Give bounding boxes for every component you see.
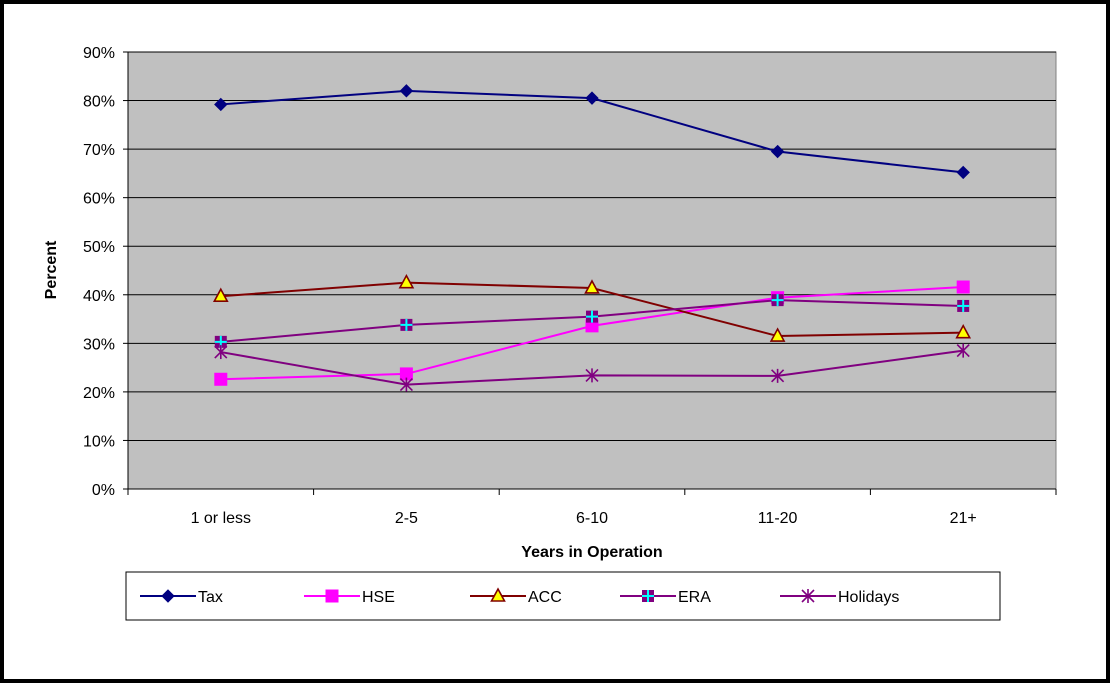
data-point — [399, 84, 414, 98]
series-era — [214, 294, 970, 348]
series-layer — [212, 84, 972, 392]
x-tick-label: 11-20 — [758, 510, 798, 527]
y-tick-label: 30% — [83, 336, 115, 353]
legend-label: Holidays — [838, 589, 899, 606]
x-axis-title: Years in Operation — [521, 544, 662, 561]
data-point — [490, 587, 506, 602]
y-tick-label: 80% — [83, 94, 115, 111]
data-point — [586, 310, 598, 323]
data-point — [325, 589, 339, 603]
series-tax — [214, 84, 970, 180]
data-point — [801, 589, 815, 603]
data-point — [957, 299, 970, 312]
x-tick-label: 1 or less — [191, 510, 251, 527]
y-tick-label: 20% — [83, 385, 115, 402]
axes: 0% 10% 20% 30% 40% 50% 60% 70% 80% 90% 1 or less 2-… — [83, 45, 1057, 527]
legend-label: HSE — [362, 589, 395, 606]
data-point — [771, 294, 784, 307]
series-acc — [212, 273, 972, 342]
data-point — [585, 368, 599, 383]
data-point — [955, 323, 972, 339]
data-point — [214, 97, 228, 112]
legend-item-era: ERA — [620, 589, 711, 606]
data-point — [399, 377, 413, 392]
data-point — [398, 273, 415, 289]
data-point — [212, 287, 229, 303]
x-tick-label: 6-10 — [576, 510, 608, 527]
data-point — [769, 327, 786, 342]
y-tick-label: 70% — [83, 142, 115, 159]
data-point — [771, 368, 785, 383]
legend-box — [125, 571, 1001, 621]
x-tick-label: 2-5 — [395, 510, 418, 527]
legend-label: ERA — [678, 589, 711, 606]
y-axis-title: Percent — [43, 240, 60, 299]
data-point — [584, 279, 600, 294]
data-point — [956, 343, 970, 358]
legend-item-acc: ACC — [470, 587, 562, 606]
y-tick-label: 60% — [83, 191, 115, 208]
legend-label: ACC — [528, 589, 562, 606]
y-tick-label: 90% — [83, 45, 115, 62]
data-point — [214, 345, 228, 360]
data-point — [400, 318, 413, 331]
series-holidays — [214, 343, 970, 392]
y-tick-label: 0% — [92, 482, 115, 499]
y-tick-label: 40% — [83, 288, 115, 305]
data-point — [585, 91, 599, 105]
legend: Tax HSE ACC ERA Holidays — [125, 571, 1001, 621]
y-tick-label: 10% — [83, 433, 115, 450]
data-point — [770, 144, 785, 159]
data-point — [642, 590, 654, 602]
legend-label: Tax — [198, 589, 223, 606]
y-tick-label: 50% — [83, 239, 115, 256]
legend-item-tax: Tax — [140, 589, 223, 606]
legend-item-hse: HSE — [304, 589, 395, 606]
data-point — [214, 372, 228, 386]
plot-area — [127, 51, 1057, 490]
gridlines — [128, 51, 1056, 441]
data-point — [161, 589, 175, 603]
legend-item-holidays: Holidays — [780, 589, 899, 606]
x-tick-label: 21+ — [950, 510, 977, 527]
data-point — [956, 280, 970, 294]
data-point — [956, 165, 970, 180]
